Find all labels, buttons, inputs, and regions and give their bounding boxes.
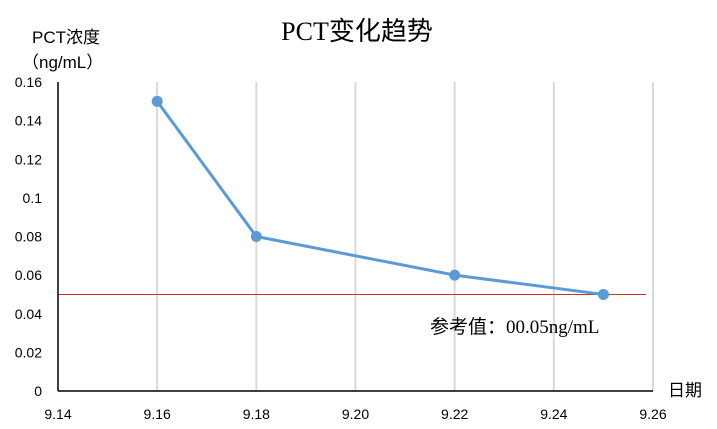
x-tick-label: 9.16 [144,406,171,422]
x-tick-label: 9.14 [44,406,71,422]
data-point [597,288,609,300]
y-tick-label: 0.14 [15,113,42,129]
x-axis-label: 日期 [668,381,702,400]
y-tick-label: 0.06 [15,267,42,283]
y-tick-label: 0.02 [15,344,42,360]
data-point [449,269,461,281]
x-tick-label: 9.22 [441,406,468,422]
x-tick-label: 9.18 [243,406,270,422]
tick-labels: 9.14 9.16 9.18 9.20 9.22 9.24 9.26 0 0.02 0.04 0.0… [15,74,667,422]
series-line [155,100,604,296]
chart-title: PCT变化趋势 [281,17,433,46]
x-tick-label: 9.20 [342,406,369,422]
axes [57,82,653,392]
reference-line-label: 参考值：00.05ng/mL [430,316,599,338]
x-tick-label: 9.26 [639,406,666,422]
gridlines [156,82,654,391]
y-tick-label: 0.08 [15,229,42,245]
series-group [151,95,609,300]
y-tick-label: 0.12 [15,151,42,167]
y-tick-label: 0.16 [15,74,42,90]
y-axis-label-line1: PCT浓度 [32,28,100,47]
data-point [151,95,163,107]
x-tick-label: 9.24 [540,406,567,422]
data-point [250,231,262,242]
y-axis-label-line2: （ng/mL） [22,53,103,72]
y-tick-label: 0.04 [15,306,42,322]
y-tick-label: 0.1 [23,190,43,206]
y-tick-label: 0 [34,383,42,399]
